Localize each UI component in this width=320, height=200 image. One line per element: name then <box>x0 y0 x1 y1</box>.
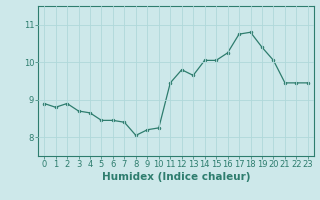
X-axis label: Humidex (Indice chaleur): Humidex (Indice chaleur) <box>102 172 250 182</box>
